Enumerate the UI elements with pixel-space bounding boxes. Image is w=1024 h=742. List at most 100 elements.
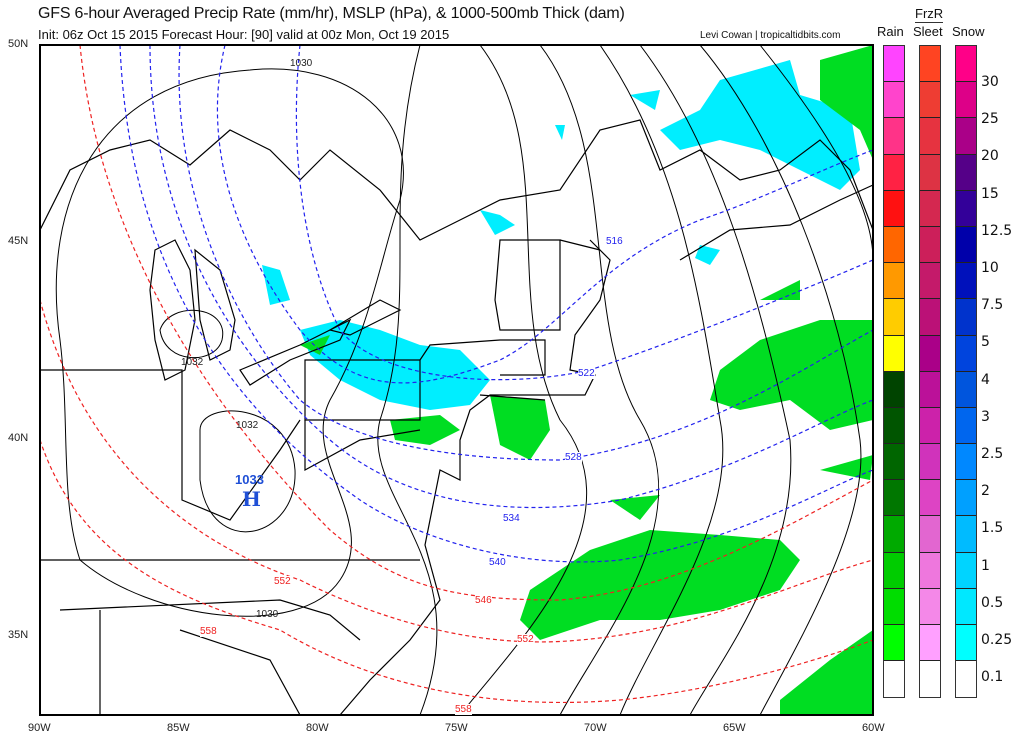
legend-sleet-swatch [920, 190, 940, 227]
legend-rain-swatch [884, 299, 904, 336]
legend-sleet-swatch [920, 46, 940, 83]
legend-level-label: 12.5 [981, 222, 1013, 239]
legend-rain-swatch [884, 661, 904, 698]
legend-rain-swatch [884, 263, 904, 300]
map-frame [39, 44, 874, 716]
high-pressure-letter: H [242, 487, 261, 511]
thickness-warm [40, 45, 873, 704]
lon-label: 75W [445, 722, 468, 734]
legend-snow-swatch [956, 516, 976, 553]
legend-level-label: 15 [981, 185, 999, 202]
legend-rain-colorbar [883, 45, 905, 699]
legend-sleet-swatch [920, 588, 940, 625]
thickness-label: 546 [475, 595, 492, 606]
thickness-cold [119, 45, 873, 563]
legend-snow-swatch [956, 552, 976, 589]
legend-snow-swatch [956, 226, 976, 264]
legend-level-label: 7.5 [981, 297, 1004, 314]
legend-rain-swatch [884, 46, 904, 83]
legend-sleet-swatch [920, 625, 940, 662]
legend-sleet-swatch [920, 371, 940, 408]
legend-header-snow: Snow [952, 24, 985, 39]
lat-label: 50N [8, 38, 29, 50]
thickness-label: 522 [578, 368, 595, 379]
legend-sleet-swatch [920, 226, 940, 264]
lon-label: 70W [584, 722, 607, 734]
legend-snow-swatch [956, 46, 976, 83]
legend-level-label: 0.5 [981, 594, 1004, 611]
legend-sleet-swatch [920, 480, 940, 517]
thickness-label: 534 [503, 513, 520, 524]
legend-snow-swatch [956, 661, 976, 698]
thickness-label: 552 [274, 576, 291, 587]
legend-rain-swatch [884, 226, 904, 264]
legend-snow-swatch [956, 154, 976, 191]
legend-level-label: 20 [981, 148, 999, 165]
legend-header-sleet: Sleet [913, 24, 943, 39]
lat-label: 35N [8, 629, 29, 641]
legend-snow-swatch [956, 444, 976, 481]
legend-rain-swatch [884, 335, 904, 372]
legend-sleet-swatch [920, 661, 940, 698]
legend-level-label: 3 [981, 408, 990, 425]
legend-snow-swatch [956, 588, 976, 625]
precip-rain-areas [300, 45, 873, 715]
legend-sleet-colorbar [919, 45, 941, 699]
legend-snow-colorbar [955, 45, 977, 699]
legend-sleet-swatch [920, 516, 940, 553]
legend-snow-swatch [956, 335, 976, 372]
legend-snow-swatch [956, 407, 976, 445]
lat-label: 45N [8, 235, 29, 247]
thickness-label: 558 [455, 704, 472, 715]
legend-rain-swatch [884, 82, 904, 119]
legend-rain-swatch [884, 625, 904, 662]
lat-label: 40N [8, 432, 29, 444]
lon-label: 80W [306, 722, 329, 734]
isobar-label: 1030 [290, 58, 313, 69]
isobar-label: 1030 [256, 609, 279, 620]
legend-level-label: 1.5 [981, 520, 1004, 537]
lon-label: 90W [28, 722, 51, 734]
legend-header-rain: Rain [877, 24, 904, 39]
isobar-label: 1032 [181, 357, 204, 368]
legend-snow-swatch [956, 625, 976, 662]
high-pressure-value: 1033 [235, 472, 264, 487]
isobar-label: 1032 [236, 420, 259, 431]
legend-rain-swatch [884, 371, 904, 408]
run-info: Init: 06z Oct 15 2015 Forecast Hour: [90… [38, 27, 450, 42]
legend-level-label: 10 [981, 260, 999, 276]
legend-sleet-swatch [920, 407, 940, 445]
legend-sleet-swatch [920, 552, 940, 589]
lon-label: 65W [723, 722, 746, 734]
chart-title: GFS 6-hour Averaged Precip Rate (mm/hr),… [38, 5, 625, 22]
legend-rain-swatch [884, 588, 904, 625]
legend-rain-swatch [884, 444, 904, 481]
legend-level-label: 5 [981, 334, 990, 351]
isobars [55, 45, 873, 715]
legend-level-label: 2.5 [981, 446, 1004, 462]
legend-rain-swatch [884, 516, 904, 553]
credit: Levi Cowan | tropicaltidbits.com [700, 30, 841, 41]
legend-snow-swatch [956, 82, 976, 119]
legend-level-label: 25 [981, 111, 999, 128]
legend-rain-swatch [884, 118, 904, 155]
legend-snow-swatch [956, 263, 976, 300]
legend-header-frzr: FrzR [915, 6, 944, 23]
legend-level-label: 2 [981, 483, 990, 500]
thickness-label: 528 [565, 452, 582, 463]
legend-level-label: 4 [981, 371, 990, 388]
legend-level-label: 1 [981, 557, 990, 574]
coastlines-borders [40, 119, 873, 715]
legend-snow-swatch [956, 480, 976, 517]
legend-sleet-swatch [920, 82, 940, 119]
legend-sleet-swatch [920, 444, 940, 481]
legend-sleet-swatch [920, 299, 940, 336]
legend-snow-swatch [956, 299, 976, 336]
thickness-label: 552 [517, 634, 534, 645]
legend-rain-swatch [884, 552, 904, 589]
legend-rain-swatch [884, 407, 904, 445]
legend-rain-swatch [884, 480, 904, 517]
lon-label: 85W [167, 722, 190, 734]
legend-sleet-swatch [920, 118, 940, 155]
